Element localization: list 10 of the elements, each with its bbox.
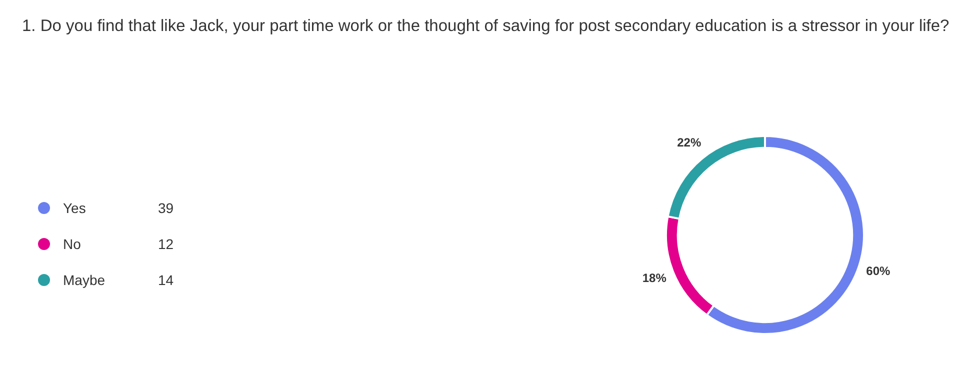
text: 12: [158, 236, 174, 252]
legend-label: Maybe: [63, 272, 106, 288]
text: 39: [158, 200, 174, 216]
chart-title: 1. Do you find that like Jack, your part time work or the thought of saving for post secondary education is a stressor in your life?: [22, 16, 950, 37]
legend-label: Yes: [63, 200, 87, 216]
data-label: 60%: [866, 264, 891, 278]
data-label: 18%: [642, 271, 667, 286]
legend-label: No: [63, 236, 82, 252]
text: 14: [158, 272, 174, 288]
data-label: 22%: [677, 136, 702, 150]
